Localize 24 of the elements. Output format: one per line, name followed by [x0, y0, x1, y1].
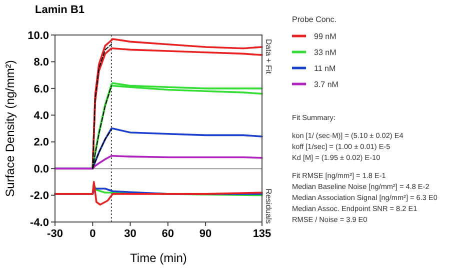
- x-tick-label: -30: [47, 228, 63, 240]
- x-tick-label: 30: [124, 228, 136, 240]
- y-tick-label: 8.0: [34, 56, 49, 69]
- legend-label: 99 nM: [314, 32, 337, 41]
- x-tick-label: 90: [199, 228, 212, 240]
- x-tick-label: 0: [90, 228, 96, 240]
- legend-label: 3.7 nM: [314, 80, 339, 89]
- legend-label: 11 nM: [314, 64, 336, 73]
- y-tick-label: 4.0: [34, 110, 49, 122]
- y-axis-title: Surface Density (ng/mm²): [3, 60, 17, 197]
- legend-label: 33 nM: [314, 48, 337, 57]
- x-tick-label: 60: [162, 228, 174, 240]
- y-tick-label: 0.0: [34, 163, 49, 176]
- x-axis-title: Time (min): [130, 251, 187, 265]
- y-tick-label: 6.0: [34, 83, 49, 96]
- chart-title: Lamin B1: [35, 4, 85, 16]
- text: Data + Fit: [264, 39, 273, 75]
- y-tick-label: 10.0: [28, 30, 49, 42]
- legend-title: Probe Conc.: [292, 15, 336, 24]
- y-tick-label: 2.0: [34, 136, 49, 149]
- y-tick-label: -4.0: [30, 216, 49, 229]
- x-tick-label: 135: [252, 228, 272, 240]
- y-tick-label: -2.0: [30, 190, 49, 202]
- text: Residuals: [264, 188, 273, 224]
